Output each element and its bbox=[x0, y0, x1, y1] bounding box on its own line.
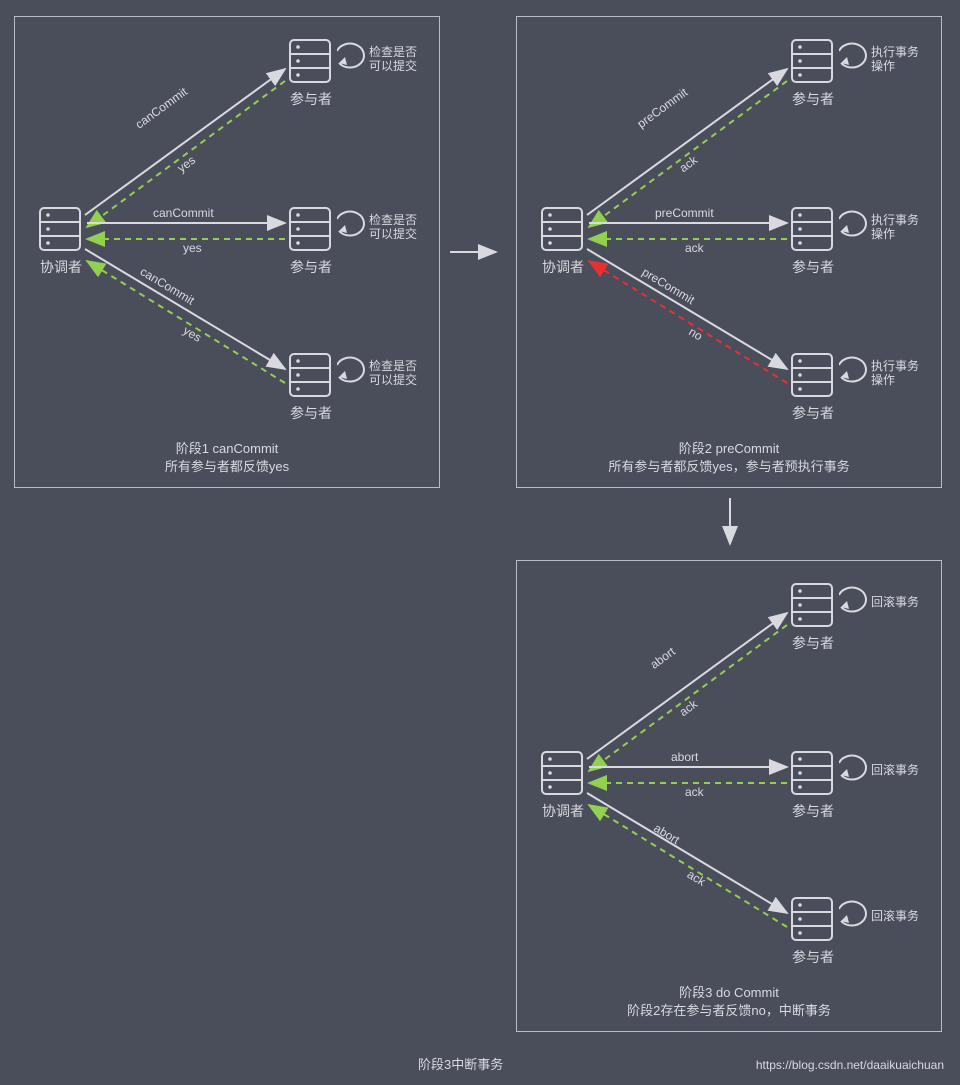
reply-label: ack bbox=[685, 241, 704, 255]
panel-caption-2: 阶段2存在参与者反馈no，中断事务 bbox=[627, 1000, 831, 1019]
edges bbox=[517, 561, 943, 1033]
panel-caption-1: 阶段2 preCommit bbox=[679, 438, 779, 457]
send-label: canCommit bbox=[153, 206, 214, 220]
panel-caption-1: 阶段1 canCommit bbox=[176, 438, 279, 457]
panel-caption-2: 所有参与者都反馈yes bbox=[165, 456, 289, 475]
reply-label: ack bbox=[685, 785, 704, 799]
reply-label: yes bbox=[183, 241, 202, 255]
edges bbox=[517, 17, 943, 489]
panel-caption-2: 所有参与者都反馈yes，参与者预执行事务 bbox=[608, 456, 849, 475]
panel-phase2: 协调者 参与者 参与者 参与者 执行事务操作 执行事务操作 执行事务操作 pre… bbox=[516, 16, 942, 488]
send-label: preCommit bbox=[655, 206, 714, 220]
panel-caption-1: 阶段3 do Commit bbox=[679, 982, 779, 1001]
credit-url: https://blog.csdn.net/daaikuaichuan bbox=[756, 1058, 944, 1072]
diagram-title: 阶段3中断事务 bbox=[418, 1054, 503, 1073]
send-label: abort bbox=[671, 750, 698, 764]
edges bbox=[15, 17, 441, 489]
panel-phase1: 协调者 参与者 参与者 参与者 检查是否可以提交 检查是否可以提交 检查是否可以… bbox=[14, 16, 440, 488]
flow-arrow-icon bbox=[448, 242, 504, 262]
flow-arrow-icon bbox=[720, 496, 740, 552]
panel-phase3: 协调者 参与者 参与者 参与者 回滚事务 回滚事务 回滚事务 abort ack… bbox=[516, 560, 942, 1032]
